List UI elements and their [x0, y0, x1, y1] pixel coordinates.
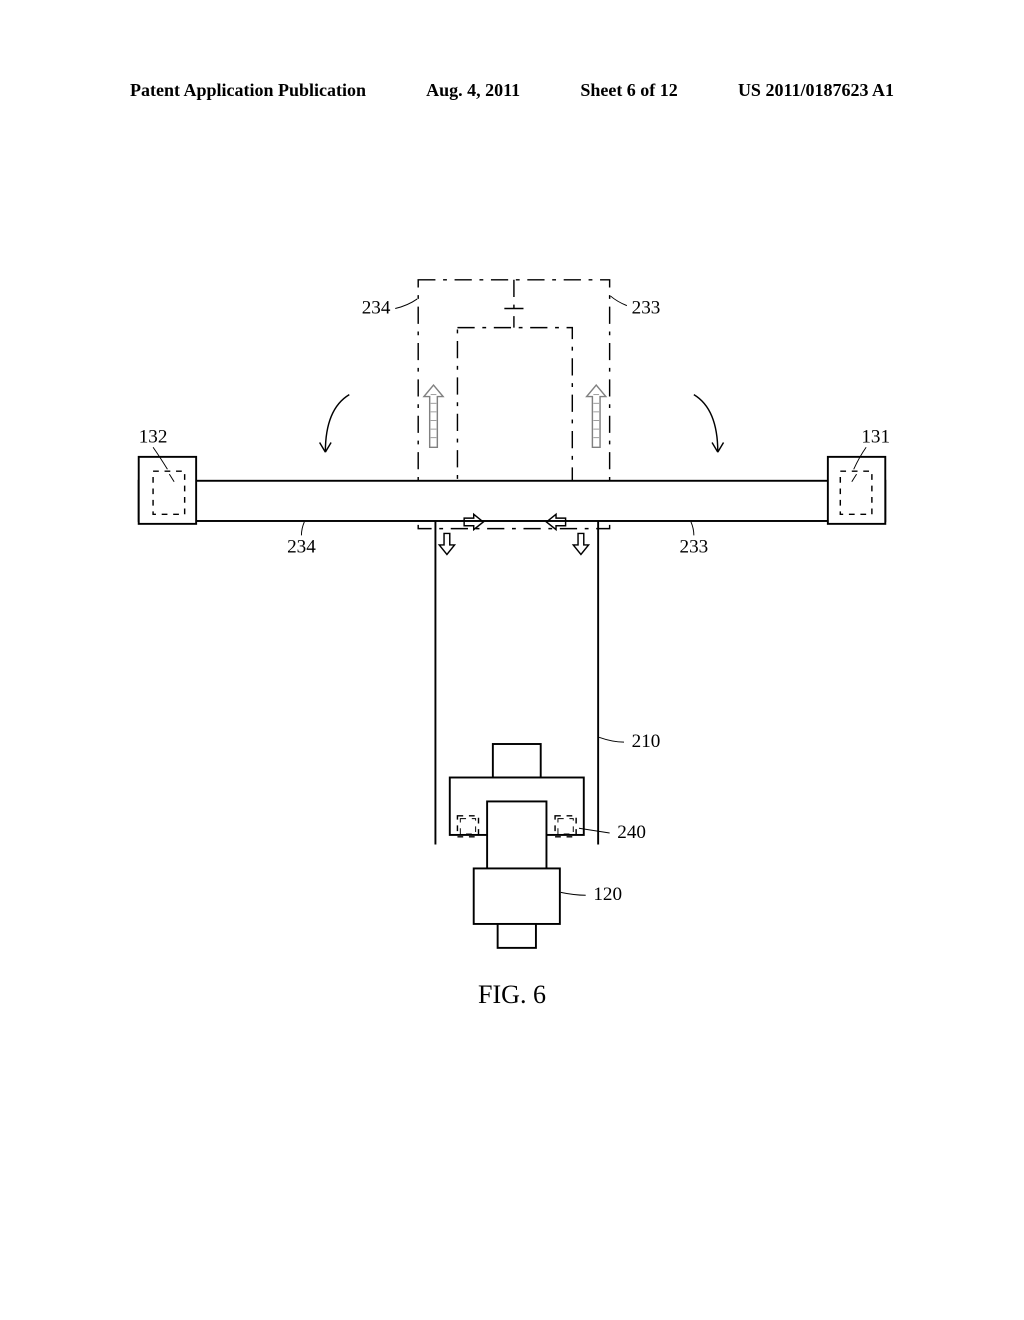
- sheet-number: Sheet 6 of 12: [580, 80, 678, 101]
- svg-text:233: 233: [680, 537, 709, 558]
- pub-number: US 2011/0187623 A1: [738, 80, 894, 101]
- svg-text:234: 234: [287, 537, 316, 558]
- svg-text:240: 240: [617, 822, 646, 843]
- figure-label: FIG. 6: [478, 980, 546, 1010]
- svg-text:120: 120: [593, 884, 622, 905]
- figure-diagram: 132131234233234233210240120 FIG. 6: [110, 260, 914, 960]
- page-header: Patent Application Publication Aug. 4, 2…: [0, 80, 1024, 101]
- svg-text:210: 210: [632, 731, 661, 752]
- pub-type: Patent Application Publication: [130, 80, 366, 101]
- svg-text:234: 234: [362, 297, 391, 318]
- pub-date: Aug. 4, 2011: [426, 80, 520, 101]
- svg-text:233: 233: [632, 297, 661, 318]
- svg-text:132: 132: [139, 427, 168, 448]
- svg-text:131: 131: [861, 427, 890, 448]
